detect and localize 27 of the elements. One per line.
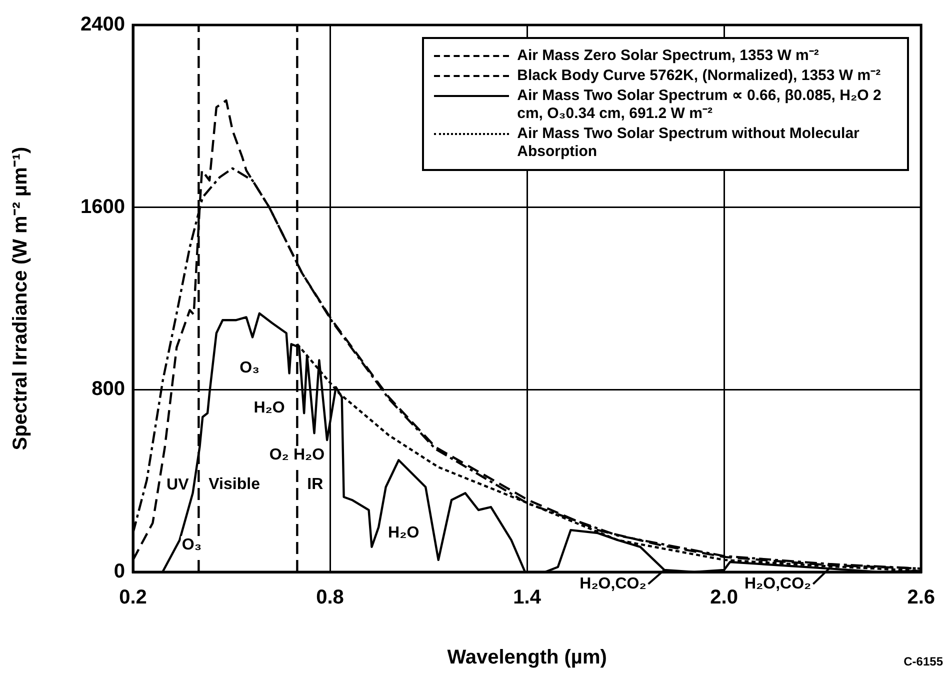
- annotation: O₃: [182, 536, 202, 554]
- text: C-6155: [904, 654, 944, 668]
- y-tick-label: 0: [114, 560, 125, 583]
- legend-label: Air Mass Two Solar Spectrum ∝ 0.66, β0.085, H₂O 2 cm, O₃0.34 cm, 691.2 W m⁻²: [517, 87, 882, 123]
- annotation: H₂O,CO₂: [744, 575, 812, 592]
- y-tick-label: 2400: [80, 14, 125, 36]
- y-tick-label: 800: [92, 378, 125, 400]
- annotation: H₂O: [293, 446, 325, 464]
- y-axis-title: Spectral Irradiance (W m⁻² µm⁻¹): [10, 146, 32, 450]
- y-tick-label: 1600: [80, 196, 125, 218]
- annotation: UV: [166, 476, 190, 494]
- x-tick-label: 2.0: [710, 586, 738, 609]
- annotation: O₂: [269, 446, 289, 464]
- ref-line-label: Visible: [208, 476, 260, 493]
- x-axis-title: Wavelength (µm): [447, 646, 607, 669]
- x-tick-label: 0.2: [119, 586, 147, 609]
- x-tick-label: 2.6: [907, 586, 936, 609]
- x-tick-label: 1.4: [513, 586, 542, 609]
- ref-line-label: IR: [307, 476, 324, 493]
- annotation: H₂O,CO₂: [580, 575, 646, 592]
- annotation: O₃: [240, 360, 260, 377]
- annotation: H₂O: [388, 524, 420, 542]
- annotation: H₂O: [254, 400, 285, 417]
- legend-label: Air Mass Zero Solar Spectrum, 1353 W m⁻²: [517, 47, 820, 65]
- legend-label: Black Body Curve 5762K, (Normalized), 1353 W m⁻²: [517, 67, 882, 85]
- legend-label: Air Mass Two Solar Spectrum without Molecular Absorption: [517, 125, 860, 161]
- x-tick-label: 0.8: [316, 586, 344, 609]
